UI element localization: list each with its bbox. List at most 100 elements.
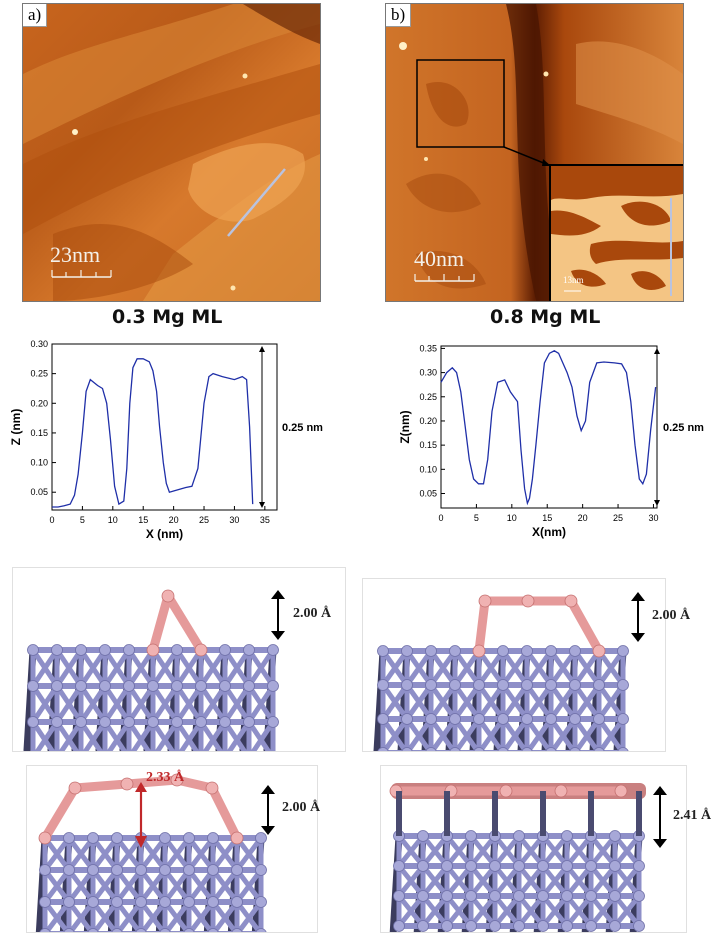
atom xyxy=(585,890,597,902)
stm-image-b: 13nm b) 40nm xyxy=(385,3,684,302)
atom xyxy=(489,920,501,932)
atom xyxy=(111,864,123,876)
x-tick-label: 20 xyxy=(169,515,179,525)
atom xyxy=(569,713,581,725)
adatom-bond xyxy=(474,596,490,656)
annotation-arrow-head xyxy=(654,348,660,354)
structure-2 xyxy=(362,578,666,752)
atom xyxy=(513,890,525,902)
bond xyxy=(126,683,156,725)
atom xyxy=(377,645,389,657)
scale-bar-a xyxy=(51,270,112,278)
structure-2-render xyxy=(373,594,629,751)
atom xyxy=(489,890,501,902)
bond xyxy=(54,683,84,725)
atom xyxy=(545,645,557,657)
bond xyxy=(139,899,168,932)
y-tick-label: 0.20 xyxy=(30,398,48,408)
scale-bar-b xyxy=(414,274,475,282)
adatom xyxy=(170,773,184,787)
atom xyxy=(231,864,243,876)
bond xyxy=(420,833,450,869)
y-axis-label: Z (nm) xyxy=(9,409,23,446)
bond xyxy=(78,647,108,689)
bond xyxy=(42,835,72,873)
bond xyxy=(452,682,482,722)
x-tick-label: 25 xyxy=(613,513,623,523)
y-tick-label: 0.30 xyxy=(419,368,437,378)
bond xyxy=(250,719,276,751)
y-tick-label: 0.25 xyxy=(30,369,48,379)
bond xyxy=(476,648,506,688)
atom xyxy=(219,644,231,656)
y-tick-label: 0.05 xyxy=(419,488,437,498)
atom xyxy=(441,890,453,902)
bond xyxy=(444,893,474,929)
bond xyxy=(453,716,482,751)
bond xyxy=(540,833,570,869)
bond xyxy=(492,893,522,929)
bond xyxy=(162,867,192,905)
atom xyxy=(545,679,557,691)
adatom xyxy=(146,643,160,657)
atom xyxy=(243,716,255,728)
bond xyxy=(150,683,180,725)
atom xyxy=(633,860,645,872)
atom xyxy=(267,644,279,656)
bond xyxy=(67,899,96,932)
structure-1-render xyxy=(23,589,279,751)
bond xyxy=(452,648,482,688)
atom xyxy=(255,864,267,876)
bond xyxy=(477,716,506,751)
profile-line xyxy=(52,358,254,508)
bond xyxy=(58,719,84,751)
adatom xyxy=(521,594,535,608)
atom xyxy=(425,679,437,691)
atom xyxy=(633,920,645,932)
stm-image-a-texture xyxy=(23,4,320,301)
atom xyxy=(609,890,621,902)
bond xyxy=(564,893,594,929)
atom xyxy=(561,920,573,932)
atom xyxy=(123,680,135,692)
atom xyxy=(417,890,429,902)
x-tick-label: 5 xyxy=(474,513,479,523)
atom xyxy=(123,716,135,728)
structure-4 xyxy=(380,765,687,933)
atom xyxy=(593,747,605,751)
bond xyxy=(380,648,410,688)
lattice xyxy=(373,645,629,751)
bond xyxy=(588,863,618,899)
x-tick-label: 15 xyxy=(542,513,552,523)
atom xyxy=(393,920,405,932)
bond xyxy=(78,683,108,725)
bond xyxy=(54,647,84,689)
atom xyxy=(473,679,485,691)
bond xyxy=(114,867,144,905)
bond xyxy=(90,835,120,873)
bond xyxy=(404,648,434,688)
bond xyxy=(226,719,252,751)
atom xyxy=(561,890,573,902)
adatom xyxy=(230,831,244,845)
atom xyxy=(593,713,605,725)
height-arrow-2 xyxy=(631,592,645,642)
caption-a: 0.3 Mg ML xyxy=(112,306,223,328)
adatom-bond xyxy=(163,591,206,655)
panel-b-label: b) xyxy=(386,4,412,27)
atom xyxy=(51,644,63,656)
bond xyxy=(198,647,228,689)
x-axis-label: X(nm) xyxy=(532,525,566,539)
bond xyxy=(106,719,132,751)
bond xyxy=(222,647,252,689)
bond xyxy=(444,833,474,869)
height-arrow-3 xyxy=(261,785,275,835)
atom xyxy=(63,896,75,908)
bond xyxy=(468,833,498,869)
bond xyxy=(444,863,474,899)
atom xyxy=(183,896,195,908)
adatom xyxy=(592,644,606,658)
atom xyxy=(401,747,413,751)
adatom xyxy=(478,594,492,608)
bond xyxy=(572,648,602,688)
